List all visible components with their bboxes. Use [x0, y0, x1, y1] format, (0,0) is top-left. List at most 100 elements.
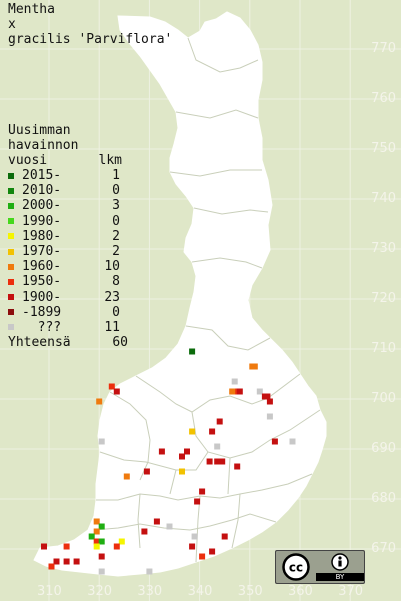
- legend-row: -1899 0: [8, 305, 128, 320]
- observation-marker: [209, 428, 216, 435]
- observation-marker: [189, 348, 196, 355]
- observation-marker: [264, 393, 271, 400]
- observation-marker: [271, 438, 278, 445]
- legend-col-count: lkm: [98, 153, 122, 168]
- observation-marker: [41, 543, 47, 550]
- northing-tick-label: 670: [371, 541, 396, 556]
- northing-tick-label: 750: [371, 141, 396, 156]
- northing-tick-label: 720: [371, 291, 396, 306]
- legend-swatch: [8, 172, 14, 179]
- legend-count: 2: [112, 228, 120, 244]
- easting-tick-label: 360: [288, 584, 313, 599]
- observation-marker: [98, 568, 105, 575]
- legend-row: 1960- 10: [8, 259, 128, 274]
- legend-year-label: 1990-: [22, 213, 62, 229]
- observation-marker: [214, 443, 221, 450]
- northing-tick-label: 690: [371, 441, 396, 456]
- observation-markers: [41, 348, 296, 575]
- observation-marker: [141, 528, 148, 535]
- legend-row: 2000- 3: [8, 198, 128, 213]
- observation-marker: [88, 533, 95, 540]
- observation-marker: [53, 558, 60, 565]
- legend-swatch: [8, 324, 14, 331]
- finland-outline: [33, 11, 327, 577]
- legend-swatch: [8, 248, 14, 255]
- cc-icon: cc: [276, 551, 316, 583]
- legend-count: 0: [112, 213, 120, 229]
- legend-row: 1990- 0: [8, 214, 128, 229]
- observation-marker: [231, 378, 238, 385]
- observation-marker: [93, 518, 100, 525]
- northing-tick-label: 740: [371, 191, 396, 206]
- observation-marker: [199, 553, 206, 560]
- observation-marker: [221, 533, 228, 540]
- cc-by-license-badge[interactable]: cc BY: [275, 550, 365, 584]
- legend-swatch: [8, 263, 14, 270]
- legend-swatch: [8, 278, 14, 285]
- observation-marker: [93, 538, 100, 545]
- observation-marker: [63, 558, 70, 565]
- legend-row: 1900- 23: [8, 290, 128, 305]
- observation-marker: [113, 543, 120, 550]
- legend-year-label: 1900-: [22, 289, 62, 305]
- observation-marker: [249, 363, 256, 370]
- observation-marker: [158, 448, 165, 455]
- northing-tick-label: 770: [371, 41, 396, 56]
- observation-marker: [179, 453, 185, 460]
- legend-year-label: ???: [22, 319, 62, 335]
- legend-col-year: vuosi: [8, 153, 48, 168]
- observation-marker: [266, 413, 273, 420]
- legend-year-label: 2010-: [22, 183, 62, 199]
- northing-tick-label: 730: [371, 241, 396, 256]
- legend-year-label: -1899: [22, 304, 62, 320]
- observation-marker: [93, 528, 100, 535]
- observation-marker: [206, 458, 213, 465]
- legend-swatch: [8, 187, 14, 194]
- observation-marker: [236, 388, 243, 395]
- observation-marker: [266, 398, 273, 405]
- observation-marker: [194, 498, 201, 505]
- observation-marker: [289, 438, 296, 445]
- observation-marker: [123, 473, 130, 480]
- legend-year-label: 2015-: [22, 168, 62, 184]
- observation-marker: [93, 543, 100, 550]
- easting-tick-label: 350: [237, 584, 263, 599]
- legend-count: 8: [112, 274, 120, 290]
- northing-tick-label: 710: [371, 341, 396, 356]
- legend-year-label: 1970-: [22, 244, 62, 260]
- observation-marker: [184, 448, 190, 455]
- observation-marker: [219, 458, 226, 465]
- attribution-icon: [331, 553, 349, 571]
- legend-total-label: Yhteensä: [8, 335, 71, 351]
- easting-tick-label: 370: [338, 584, 364, 599]
- observation-marker: [256, 388, 263, 395]
- observation-marker: [166, 523, 173, 530]
- legend-count: 11: [104, 319, 120, 335]
- observation-marker: [98, 553, 105, 560]
- easting-tick-label: 340: [187, 584, 213, 599]
- legend-row: 1980- 2: [8, 229, 128, 244]
- easting-tick-label: 320: [87, 584, 113, 599]
- easting-tick-label: 330: [137, 584, 163, 599]
- observation-marker: [229, 388, 236, 395]
- legend-row: ??? 11: [8, 320, 128, 335]
- legend-count: 0: [112, 304, 120, 320]
- legend: Uusimman havainnon vuosi lkm 2015- 1 2010-…: [8, 123, 128, 350]
- legend-year-label: 2000-: [22, 198, 62, 214]
- by-label: BY: [316, 573, 364, 581]
- legend-column-headers: vuosi lkm: [8, 153, 122, 168]
- legend-row: 2010- 0: [8, 183, 128, 198]
- legend-year-label: 1960-: [22, 259, 62, 275]
- observation-marker: [113, 388, 120, 395]
- observation-marker: [63, 543, 70, 550]
- observation-marker: [214, 458, 221, 465]
- observation-marker: [189, 428, 196, 435]
- legend-count: 10: [104, 259, 120, 275]
- observation-marker: [96, 398, 103, 405]
- legend-row: 2015- 1: [8, 168, 128, 183]
- legend-rows: 2015- 1 2010- 0 2000- 3 1990- 0 1980- 2 1970- 2 1960…: [8, 168, 128, 335]
- northing-tick-label: 700: [371, 391, 396, 406]
- northing-tick-label: 760: [371, 91, 396, 106]
- svg-text:cc: cc: [289, 561, 303, 575]
